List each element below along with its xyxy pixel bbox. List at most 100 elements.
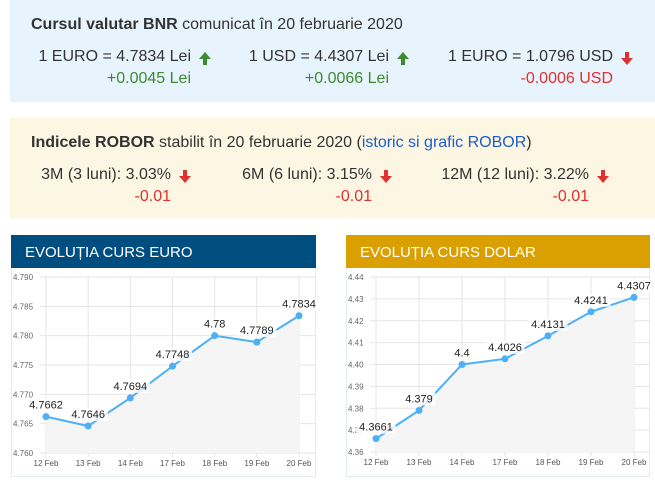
euro-chart: 4.790 4.785 4.780 4.775 4.770 4.765 4.760 12 Fe…: [11, 268, 319, 477]
data-point[interactable]: [295, 312, 303, 320]
data-label-bg: [201, 317, 229, 331]
data-point[interactable]: [630, 293, 638, 301]
bnr-value: 1 EURO = 4.7834 Lei: [38, 48, 191, 65]
x-tick-label: 19 Feb: [244, 459, 269, 468]
arrow-down-icon: [177, 168, 193, 184]
y-tick-label: 4.36: [348, 448, 364, 457]
x-tick-label: 20 Feb: [287, 459, 312, 468]
data-label: 4.4241: [574, 295, 608, 307]
data-point[interactable]: [84, 422, 92, 430]
data-label: 4.4131: [531, 319, 565, 331]
data-label-bg: [26, 398, 66, 412]
data-point[interactable]: [126, 394, 134, 402]
data-point[interactable]: [253, 338, 261, 346]
y-tick-label: 4.790: [13, 273, 34, 282]
y-tick-label: 4.43: [348, 295, 364, 304]
data-point[interactable]: [372, 435, 380, 443]
x-tick-label: 19 Feb: [579, 458, 604, 467]
arrow-down-icon: [378, 168, 394, 184]
x-tick-label: 13 Feb: [407, 458, 432, 467]
robor-history-link[interactable]: istoric si grafic ROBOR: [361, 134, 527, 151]
data-label: 4.7662: [29, 400, 63, 412]
data-label: 4.7789: [240, 325, 274, 337]
x-tick-label: 18 Feb: [536, 458, 561, 467]
data-label-bg: [110, 379, 150, 393]
bnr-item: 1 EURO = 1.0796 USD -0.0006 USD: [431, 48, 635, 92]
robor-value: 3M (3 luni): 3.03%: [41, 166, 171, 183]
data-point[interactable]: [544, 332, 552, 340]
y-tick-label: 4.770: [13, 390, 34, 399]
robor-change: -0.01: [552, 188, 589, 205]
arrow-up-icon: [197, 50, 213, 66]
robor-title-rest: stabilit în 20 februarie 2020 (: [154, 134, 362, 151]
robor-item: 12M (12 luni): 3.22% -0.01: [431, 166, 611, 210]
robor-title-end: ): [526, 134, 532, 151]
bnr-change: +0.0045 Lei: [106, 70, 191, 87]
data-point[interactable]: [42, 413, 50, 421]
data-label-bg: [402, 392, 436, 406]
data-point[interactable]: [458, 361, 466, 368]
x-tick-label: 17 Feb: [493, 458, 518, 467]
x-tick-label: 14 Feb: [118, 459, 143, 468]
data-label: 4.4307: [617, 280, 651, 292]
robor-title-bold: Indicele ROBOR: [31, 134, 155, 151]
robor-value: 6M (6 luni): 3.15%: [242, 166, 372, 183]
data-label-bg: [68, 408, 108, 422]
y-tick-label: 4.39: [348, 382, 364, 391]
y-tick-label: 4.37: [348, 426, 364, 435]
data-label: 4.379: [405, 393, 433, 405]
data-label: 4.3661: [359, 422, 393, 434]
bnr-change: +0.0066 Lei: [304, 70, 389, 87]
robor-item: 6M (6 luni): 3.15% -0.01: [230, 166, 394, 210]
data-label: 4.7646: [71, 409, 105, 421]
data-label-bg: [571, 293, 611, 307]
data-label: 4.7834: [282, 299, 316, 311]
bnr-title: Cursul valutar BNR comunicat în 20 febru…: [31, 16, 403, 34]
data-label: 4.7694: [114, 381, 148, 393]
dollar-chart-header: EVOLUȚIA CURS DOLAR: [346, 235, 650, 268]
data-label-bg: [485, 340, 525, 354]
bnr-title-bold: Cursul valutar BNR: [31, 16, 178, 33]
x-tick-label: 12 Feb: [34, 459, 59, 468]
data-label-bg: [152, 348, 193, 362]
y-tick-label: 4.41: [348, 339, 364, 348]
data-point[interactable]: [501, 355, 509, 363]
y-tick-label: 4.785: [13, 302, 34, 311]
bnr-value: 1 USD = 4.4307 Lei: [248, 48, 389, 65]
data-label-bg: [279, 297, 319, 311]
data-label-bg: [614, 279, 654, 293]
area-fill: [46, 315, 299, 453]
y-tick-label: 4.42: [348, 317, 364, 326]
data-point[interactable]: [415, 406, 423, 414]
data-label-bg: [451, 346, 473, 360]
arrow-up-icon: [395, 50, 411, 66]
data-label: 4.7748: [156, 349, 190, 361]
robor-change: -0.01: [134, 188, 171, 205]
data-label: 4.4: [454, 348, 469, 360]
bnr-item: 1 EURO = 4.7834 Lei +0.0045 Lei: [31, 48, 213, 92]
data-point[interactable]: [587, 308, 595, 316]
x-tick-label: 12 Feb: [364, 458, 389, 467]
arrow-down-icon: [595, 168, 611, 184]
arrow-down-icon: [619, 50, 635, 66]
y-tick-label: 4.780: [13, 332, 34, 341]
robor-panel: Indicele ROBOR stabilit în 20 februarie …: [10, 118, 655, 218]
euro-chart-header: EVOLUȚIA CURS EURO: [11, 235, 316, 268]
dollar-chart: 4.44 4.43 4.42 4.41 4.40 4.39 4.38 4.37 4.36 12 F…: [346, 268, 654, 477]
y-tick-label: 4.40: [348, 361, 364, 370]
x-tick-label: 13 Feb: [76, 459, 101, 468]
bnr-item: 1 USD = 4.4307 Lei +0.0066 Lei: [231, 48, 411, 92]
y-tick-label: 4.765: [13, 420, 34, 429]
data-point[interactable]: [211, 332, 219, 340]
x-tick-label: 17 Feb: [160, 459, 185, 468]
bnr-value: 1 EURO = 1.0796 USD: [448, 48, 613, 65]
bnr-change: -0.0006 USD: [520, 70, 614, 87]
data-label: 4.4026: [488, 342, 522, 354]
x-tick-label: 18 Feb: [202, 459, 227, 468]
data-point[interactable]: [169, 362, 176, 370]
y-tick-label: 4.44: [348, 273, 364, 282]
data-label-bg: [528, 317, 568, 331]
robor-change: -0.01: [335, 188, 372, 205]
